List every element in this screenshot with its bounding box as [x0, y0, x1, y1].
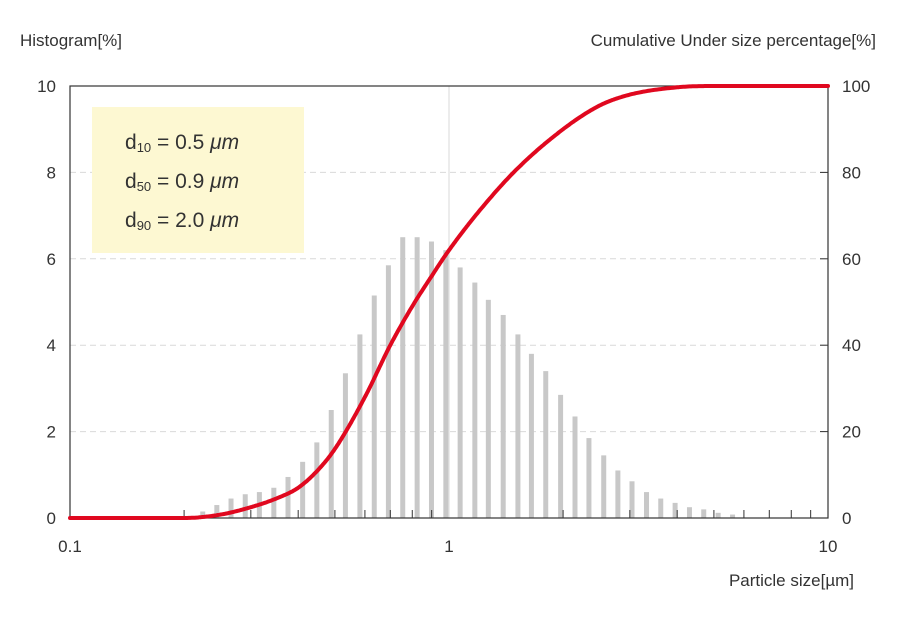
- statistic-line: d10 = 0.5 μm: [125, 131, 239, 155]
- histogram-bar: [228, 498, 234, 518]
- y-right-tick-label: 80: [842, 163, 861, 182]
- histogram-bar: [443, 250, 449, 518]
- histogram-bar: [342, 373, 348, 518]
- histogram-bar: [300, 461, 306, 518]
- histogram-bar: [644, 492, 650, 518]
- statistics-box: d10 = 0.5 μm d50 = 0.9 μm d90 = 2.0 μm: [92, 107, 304, 253]
- y-right-tick-label: 0: [842, 509, 851, 528]
- histogram-bar: [686, 507, 692, 518]
- histogram-bar: [543, 371, 549, 518]
- statistics-box-background: [92, 107, 304, 253]
- y-left-tick-label: 4: [47, 336, 56, 355]
- y-right-tick-label: 40: [842, 336, 861, 355]
- histogram-bar: [214, 505, 220, 518]
- statistic-line: d50 = 0.9 μm: [125, 170, 239, 194]
- histogram-bar: [414, 237, 420, 518]
- histogram-bar: [328, 410, 334, 518]
- histogram-bar: [314, 442, 320, 518]
- y-left-tick-label: 8: [47, 163, 56, 182]
- y-left-tick-label: 2: [47, 423, 56, 442]
- x-tick-label: 10: [819, 537, 838, 556]
- histogram-bar: [715, 512, 721, 518]
- y-left-tick-label: 10: [37, 77, 56, 96]
- y-left-tick-label: 0: [47, 509, 56, 528]
- histogram-bar: [658, 498, 664, 518]
- histogram-bar: [271, 487, 277, 518]
- histogram-bar: [428, 241, 434, 518]
- histogram-bar: [601, 455, 607, 518]
- cumulative-line: [68, 84, 830, 520]
- histogram-bar: [629, 481, 635, 518]
- histogram-bar: [558, 394, 564, 518]
- histogram-bar: [528, 353, 534, 518]
- y-left-tick-label: 6: [47, 250, 56, 269]
- y-right-tick-label: 20: [842, 423, 861, 442]
- histogram-bar: [285, 476, 291, 518]
- histogram-bar: [357, 334, 363, 518]
- histogram-bar: [242, 494, 248, 518]
- statistic-line: d90 = 2.0 μm: [125, 209, 239, 233]
- left-axis-title: Histogram[%]: [20, 31, 122, 50]
- histogram-bar: [371, 295, 377, 518]
- histogram-bar: [472, 282, 478, 518]
- histogram-bar: [730, 514, 736, 518]
- x-axis-title: Particle size[µm]: [729, 571, 854, 590]
- grid-layer: [70, 86, 828, 518]
- histogram-bars: [200, 237, 736, 518]
- x-tick-label: 1: [444, 537, 453, 556]
- cumulative-curve-layer: [68, 84, 830, 520]
- x-tick-label: 0.1: [58, 537, 82, 556]
- histogram-bar: [200, 511, 206, 518]
- histogram-bar: [400, 237, 406, 518]
- y-right-tick-label: 60: [842, 250, 861, 269]
- histogram-bar: [672, 502, 678, 518]
- histogram-bar: [457, 267, 463, 518]
- histogram-bar: [615, 470, 621, 518]
- histogram-bar: [385, 265, 391, 518]
- histogram-bar: [701, 509, 707, 518]
- histogram-bar: [572, 416, 578, 518]
- histogram-bar: [485, 299, 491, 518]
- y-right-tick-label: 100: [842, 77, 870, 96]
- right-axis-title: Cumulative Under size percentage[%]: [591, 31, 876, 50]
- plot-frame: [69, 85, 829, 519]
- histogram-bar: [500, 314, 506, 518]
- histogram-bar: [586, 438, 592, 518]
- histogram-bar: [515, 334, 521, 518]
